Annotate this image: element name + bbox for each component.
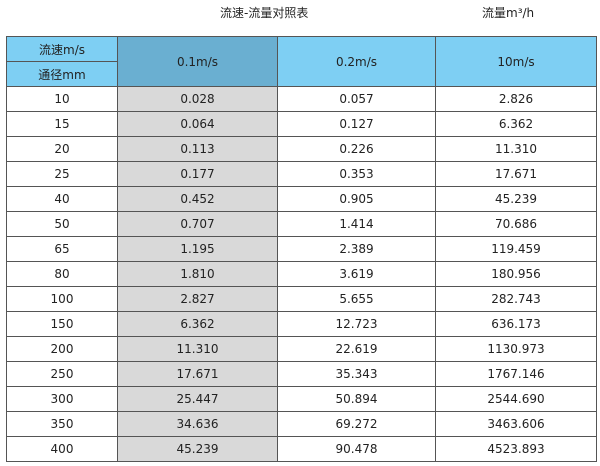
table-row: 65 1.195 2.389 119.459 [6,236,597,262]
flow-cell: 45.239 [435,186,597,212]
flow-cell: 3.619 [277,261,436,287]
table-row: 40 0.452 0.905 45.239 [6,186,597,212]
table-row: 150 6.362 12.723 636.173 [6,311,597,337]
flow-cell: 0.226 [277,136,436,162]
table-row: 10 0.028 0.057 2.826 [6,86,597,112]
flow-cell: 180.956 [435,261,597,287]
flow-cell: 1.810 [117,261,278,287]
flow-cell: 11.310 [435,136,597,162]
diameter-cell: 65 [6,236,118,262]
flow-cell: 22.619 [277,336,436,362]
velocity-flow-table: 流速m/s 0.1m/s 0.2m/s 10m/s 通径mm 10 0.028 0.… [6,36,597,462]
table-row: 80 1.810 3.619 180.956 [6,261,597,287]
velocity-header-label: 流速m/s [6,36,118,62]
diameter-cell: 100 [6,286,118,312]
flow-cell: 3463.606 [435,411,597,437]
diameter-cell: 350 [6,411,118,437]
flow-cell: 0.452 [117,186,278,212]
diameter-cell: 300 [6,386,118,412]
flow-cell: 50.894 [277,386,436,412]
diameter-cell: 50 [6,211,118,237]
column-header: 0.1m/s [117,36,278,87]
table-row: 400 45.239 90.478 4523.893 [6,436,597,462]
flow-cell: 17.671 [435,161,597,187]
flow-cell: 1130.973 [435,336,597,362]
flow-cell: 282.743 [435,286,597,312]
flow-cell: 25.447 [117,386,278,412]
diameter-header-label: 通径mm [6,61,118,87]
flow-cell: 69.272 [277,411,436,437]
table-row: 20 0.113 0.226 11.310 [6,136,597,162]
flow-cell: 2.389 [277,236,436,262]
flow-cell: 0.707 [117,211,278,237]
flow-cell: 0.905 [277,186,436,212]
diameter-cell: 400 [6,436,118,462]
flow-cell: 70.686 [435,211,597,237]
column-header: 0.2m/s [277,36,436,87]
diameter-cell: 10 [6,86,118,112]
flow-cell: 6.362 [435,111,597,137]
table-title: 流速-流量对照表 [220,6,309,20]
diameter-cell: 25 [6,161,118,187]
table-row: 300 25.447 50.894 2544.690 [6,386,597,412]
flow-cell: 0.353 [277,161,436,187]
flow-cell: 34.636 [117,411,278,437]
table-row: 250 17.671 35.343 1767.146 [6,361,597,387]
flow-cell: 2544.690 [435,386,597,412]
diameter-cell: 40 [6,186,118,212]
diameter-cell: 200 [6,336,118,362]
flow-cell: 0.057 [277,86,436,112]
flow-cell: 17.671 [117,361,278,387]
flow-cell: 1.195 [117,236,278,262]
flow-cell: 4523.893 [435,436,597,462]
flow-cell: 5.655 [277,286,436,312]
flow-cell: 0.028 [117,86,278,112]
flow-cell: 0.113 [117,136,278,162]
diameter-cell: 150 [6,311,118,337]
table-row: 200 11.310 22.619 1130.973 [6,336,597,362]
flow-cell: 0.064 [117,111,278,137]
table-row: 100 2.827 5.655 282.743 [6,286,597,312]
flow-cell: 119.459 [435,236,597,262]
diameter-cell: 20 [6,136,118,162]
table-row: 350 34.636 69.272 3463.606 [6,411,597,437]
flow-cell: 1.414 [277,211,436,237]
flow-cell: 45.239 [117,436,278,462]
flow-cell: 6.362 [117,311,278,337]
flow-cell: 2.827 [117,286,278,312]
flow-cell: 11.310 [117,336,278,362]
flow-cell: 2.826 [435,86,597,112]
diameter-cell: 15 [6,111,118,137]
flow-cell: 0.127 [277,111,436,137]
column-header: 10m/s [435,36,597,87]
flow-cell: 636.173 [435,311,597,337]
table-row: 15 0.064 0.127 6.362 [6,111,597,137]
diameter-cell: 80 [6,261,118,287]
flow-cell: 0.177 [117,161,278,187]
flow-cell: 1767.146 [435,361,597,387]
flow-cell: 12.723 [277,311,436,337]
flow-cell: 90.478 [277,436,436,462]
table-row: 50 0.707 1.414 70.686 [6,211,597,237]
diameter-cell: 250 [6,361,118,387]
flow-cell: 35.343 [277,361,436,387]
unit-label: 流量m³/h [482,6,535,20]
table-row: 25 0.177 0.353 17.671 [6,161,597,187]
